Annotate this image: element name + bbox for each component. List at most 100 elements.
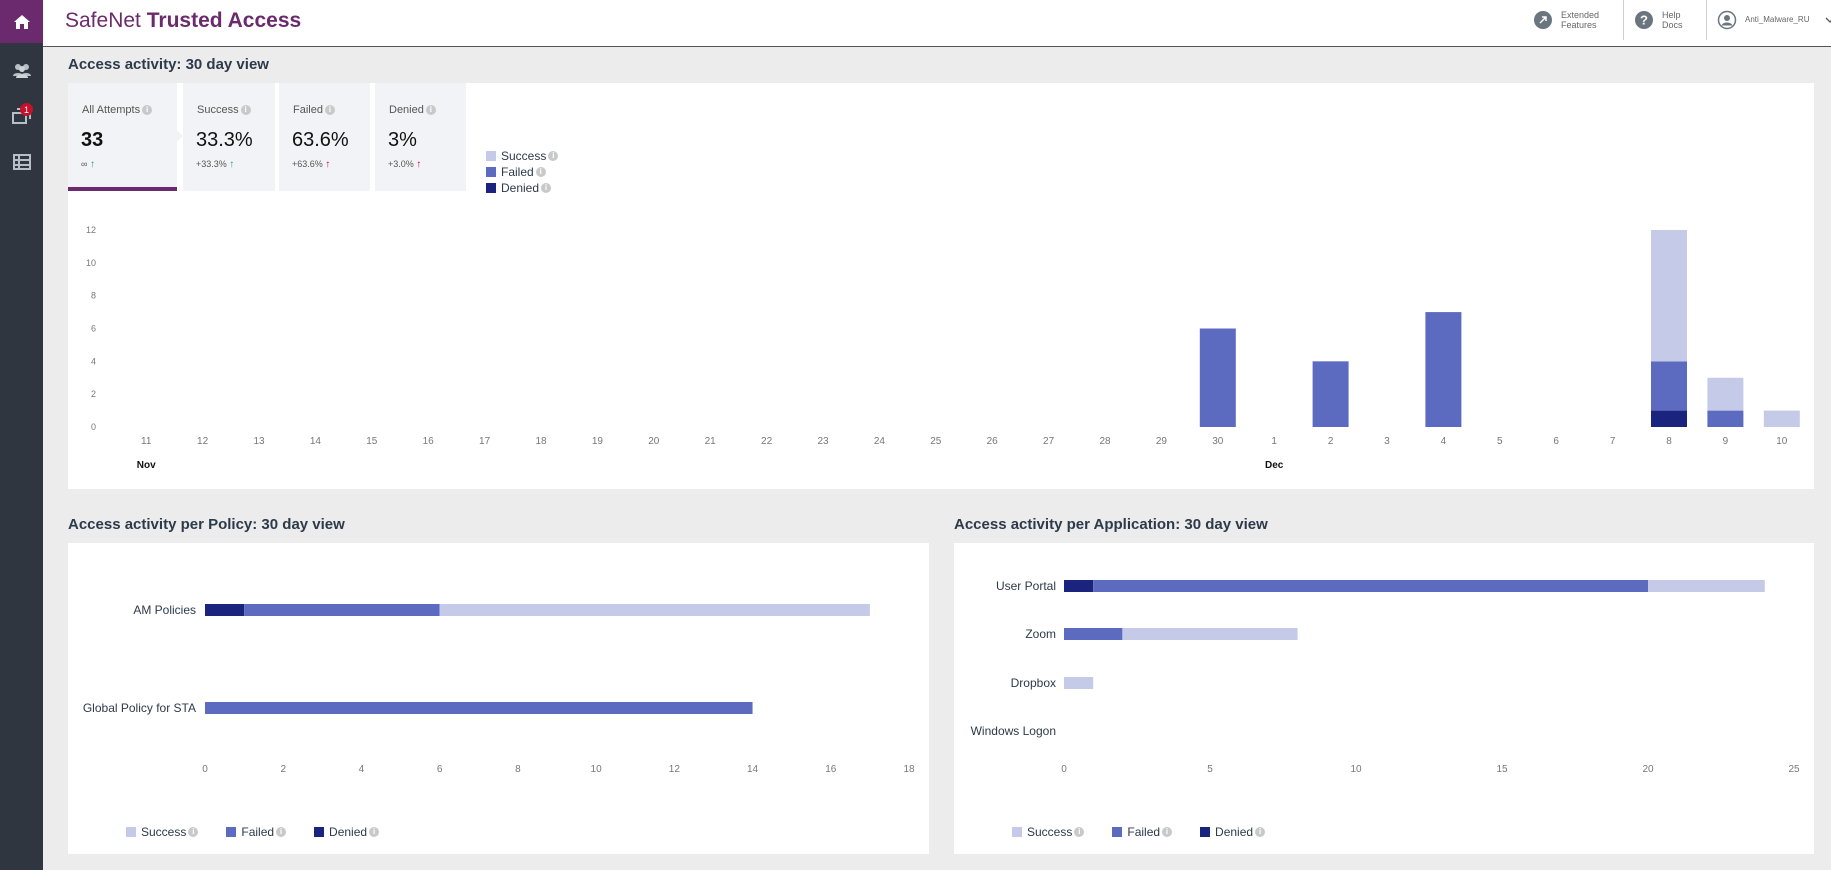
x-tick-label: 18: [903, 764, 915, 775]
help-docs-line2: Docs: [1662, 20, 1683, 30]
card-label: Denied: [389, 104, 424, 116]
x-tick-label: 9: [1723, 436, 1729, 447]
legend-item-denied[interactable]: Denied i: [486, 180, 558, 196]
x-tick-label: 30: [1212, 436, 1224, 447]
bar-segment-failed: [1312, 361, 1349, 427]
card-change: +63.6%: [292, 159, 323, 169]
user-menu-button[interactable]: Anti_Malware_RU: [1717, 0, 1831, 40]
legend-swatch: [1112, 827, 1123, 837]
x-tick-label: 10: [1776, 436, 1788, 447]
arrow-up-icon: ↑: [325, 159, 331, 170]
arrow-up-icon: ↑: [89, 159, 95, 170]
bar-segment-success: [1651, 230, 1687, 362]
legend-label: Success: [141, 825, 187, 839]
card-label: Failed: [293, 104, 323, 116]
card-change: +3.0%: [388, 159, 414, 169]
legend-swatch: [126, 827, 136, 837]
policy-section-title: Access activity per Policy: 30 day view: [68, 516, 345, 533]
legend-item-failed[interactable]: Failed i: [1112, 825, 1173, 839]
x-tick-label: 25: [1788, 764, 1800, 775]
help-docs-line1: Help: [1662, 10, 1681, 20]
arrow-up-icon: ↑: [229, 159, 235, 170]
x-tick-label: 1: [1271, 436, 1277, 447]
list-nav-button[interactable]: [0, 139, 43, 185]
x-tick-label: 20: [648, 436, 660, 447]
y-tick-label: 12: [86, 225, 96, 235]
x-tick-label: 28: [1099, 436, 1111, 447]
month-label: Dec: [1265, 460, 1284, 471]
bar-segment-failed: [1651, 361, 1687, 411]
bar-segment-failed: [1093, 580, 1648, 592]
bar-segment-denied: [1064, 580, 1094, 592]
x-tick-label: 4: [359, 764, 365, 775]
info-icon: i: [324, 105, 335, 116]
bar-segment-success: [439, 604, 870, 616]
extended-features-line1: Extended: [1561, 10, 1600, 20]
denied-card[interactable]: Denied i 3% +3.0% ↑: [375, 83, 466, 191]
legend-item-success[interactable]: Success i: [1012, 825, 1085, 839]
card-value: 33: [81, 129, 104, 151]
info-icon: i: [1255, 827, 1266, 837]
x-tick-label: 8: [515, 764, 521, 775]
card-value: 3%: [388, 129, 417, 151]
x-tick-label: 20: [1642, 764, 1654, 775]
info-icon: i: [535, 167, 546, 177]
success-card[interactable]: Success i 33.3% +33.3% ↑: [183, 83, 275, 191]
username: Anti_Malware_RU: [1745, 15, 1810, 24]
y-tick-label: 8: [91, 291, 96, 301]
info-icon: i: [142, 105, 153, 116]
card-change: +33.3%: [196, 159, 227, 169]
arrow-up-icon: ↑: [416, 159, 422, 170]
failed-card[interactable]: Failed i 63.6% +63.6% ↑: [279, 83, 370, 191]
y-tick-label: 2: [91, 389, 96, 399]
month-label: Nov: [137, 460, 156, 471]
x-tick-label: 17: [479, 436, 491, 447]
help-docs-button[interactable]: ? Help Docs: [1634, 0, 1683, 40]
legend-item-success[interactable]: Success i: [126, 825, 199, 839]
users-nav-button[interactable]: [0, 47, 43, 93]
x-tick-label: 2: [280, 764, 286, 775]
card-change: ∞: [81, 159, 88, 169]
chevron-down-icon: [1826, 17, 1831, 23]
active-card-indicator: [68, 187, 177, 191]
notifications-nav-button[interactable]: 1: [0, 93, 43, 139]
x-tick-label: 16: [825, 764, 837, 775]
activity-legend: Success i Failed i Denied i: [486, 148, 559, 196]
legend-item-denied[interactable]: Denied i: [1200, 825, 1266, 839]
x-tick-label: 29: [1156, 436, 1168, 447]
x-tick-label: 12: [669, 764, 681, 775]
x-tick-label: 21: [705, 436, 717, 447]
x-tick-label: 15: [1496, 764, 1508, 775]
legend-label: Failed: [501, 165, 534, 179]
info-icon: i: [548, 151, 559, 161]
x-tick-label: 6: [437, 764, 443, 775]
legend-item-failed[interactable]: Failed i: [486, 164, 558, 180]
x-tick-label: 0: [1061, 764, 1067, 775]
info-icon: i: [1162, 827, 1173, 837]
home-button[interactable]: [0, 0, 43, 43]
info-icon: i: [240, 105, 251, 116]
bar-segment-success: [1122, 628, 1298, 640]
x-tick-label: 18: [535, 436, 547, 447]
legend-item-failed[interactable]: Failed i: [226, 825, 287, 839]
bar-segment-success: [1648, 580, 1765, 592]
legend-label: Failed: [241, 825, 275, 839]
legend-item-success[interactable]: Success i: [486, 148, 559, 164]
policy-activity-chart: 0 2 4 6 8 10 12 14 16 18 AM Policies Global Policy …: [83, 603, 915, 775]
users-icon: [12, 64, 31, 78]
legend-item-denied[interactable]: Denied i: [314, 825, 380, 839]
x-tick-label: 0: [202, 764, 208, 775]
x-tick-label: 4: [1441, 436, 1447, 447]
category-label: Zoom: [1025, 627, 1056, 641]
help-icon: ?: [1635, 11, 1653, 29]
x-tick-label: 8: [1666, 436, 1672, 447]
extended-features-button[interactable]: Extended Features: [1533, 0, 1599, 40]
x-tick-label: 22: [761, 436, 773, 447]
x-tick-label: 7: [1610, 436, 1616, 447]
application-legend: Success i Failed i Denied i: [1012, 825, 1293, 839]
legend-label: Denied: [501, 181, 540, 195]
legend-label: Denied: [329, 825, 368, 839]
info-icon: i: [276, 827, 287, 837]
all-attempts-card[interactable]: All Attempts i 33 ∞ ↑: [68, 83, 183, 191]
bar-segment-denied: [1651, 410, 1687, 427]
